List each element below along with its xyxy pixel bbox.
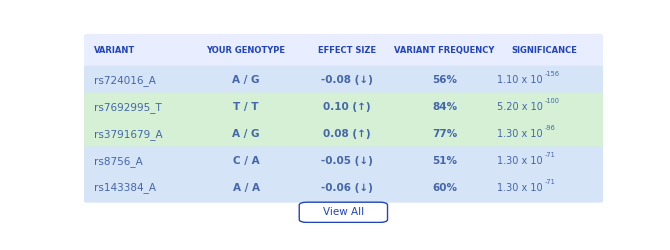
Text: A / G: A / G bbox=[232, 129, 260, 139]
Text: SIGNIFICANCE: SIGNIFICANCE bbox=[512, 46, 578, 55]
FancyBboxPatch shape bbox=[82, 120, 604, 149]
Text: VARIANT FREQUENCY: VARIANT FREQUENCY bbox=[395, 46, 495, 55]
Text: 5.20 x 10: 5.20 x 10 bbox=[496, 102, 543, 112]
Text: 0.10 (↑): 0.10 (↑) bbox=[324, 102, 371, 112]
Text: 0.08 (↑): 0.08 (↑) bbox=[324, 129, 371, 139]
Text: rs724016_A: rs724016_A bbox=[94, 75, 156, 86]
Text: -96: -96 bbox=[544, 125, 555, 131]
Text: T / T: T / T bbox=[233, 102, 259, 112]
Text: VARIANT: VARIANT bbox=[94, 46, 135, 55]
Text: rs8756_A: rs8756_A bbox=[94, 156, 143, 166]
Text: EFFECT SIZE: EFFECT SIZE bbox=[318, 46, 377, 55]
FancyBboxPatch shape bbox=[84, 34, 603, 68]
Text: -0.08 (↓): -0.08 (↓) bbox=[322, 75, 373, 85]
Text: 51%: 51% bbox=[432, 156, 457, 166]
FancyBboxPatch shape bbox=[299, 202, 387, 222]
Text: A / G: A / G bbox=[232, 75, 260, 85]
Text: -0.06 (↓): -0.06 (↓) bbox=[322, 183, 373, 193]
Text: A / A: A / A bbox=[232, 183, 259, 193]
Text: rs3791679_A: rs3791679_A bbox=[94, 129, 163, 140]
Text: 60%: 60% bbox=[432, 183, 457, 193]
Text: 56%: 56% bbox=[432, 75, 457, 85]
Text: 84%: 84% bbox=[432, 102, 457, 112]
Text: 1.30 x 10: 1.30 x 10 bbox=[496, 183, 542, 193]
Text: YOUR GENOTYPE: YOUR GENOTYPE bbox=[206, 46, 285, 55]
Text: rs143384_A: rs143384_A bbox=[94, 182, 156, 194]
FancyBboxPatch shape bbox=[82, 92, 604, 122]
FancyBboxPatch shape bbox=[82, 174, 604, 203]
Text: 1.30 x 10: 1.30 x 10 bbox=[496, 156, 542, 166]
Text: 1.10 x 10: 1.10 x 10 bbox=[496, 75, 542, 85]
Text: C / A: C / A bbox=[232, 156, 259, 166]
Text: 1.30 x 10: 1.30 x 10 bbox=[496, 129, 542, 139]
Text: -156: -156 bbox=[544, 71, 559, 77]
Text: View All: View All bbox=[323, 207, 364, 217]
Text: 77%: 77% bbox=[432, 129, 457, 139]
Text: -0.05 (↓): -0.05 (↓) bbox=[322, 156, 373, 166]
FancyBboxPatch shape bbox=[82, 66, 604, 95]
FancyBboxPatch shape bbox=[82, 146, 604, 176]
Text: rs7692995_T: rs7692995_T bbox=[94, 102, 162, 113]
Text: -100: -100 bbox=[544, 98, 559, 104]
Text: -71: -71 bbox=[544, 152, 555, 158]
Text: -71: -71 bbox=[544, 179, 555, 185]
